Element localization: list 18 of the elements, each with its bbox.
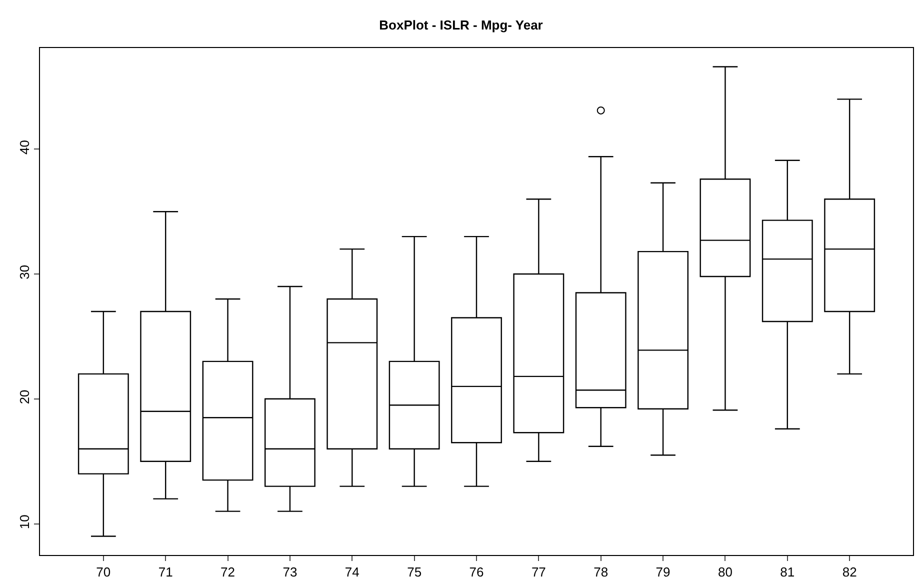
chart-title: BoxPlot - ISLR - Mpg- Year [379,18,543,33]
x-tick-label: 71 [158,564,173,580]
x-tick-label: 77 [531,564,546,580]
y-tick-label: 30 [16,264,32,280]
x-tick-label: 70 [96,564,111,580]
x-tick-label: 75 [407,564,422,580]
x-tick-label: 74 [344,564,360,580]
x-tick-label: 72 [220,564,236,580]
y-tick-label: 20 [16,390,32,404]
x-tick-label: 76 [469,564,484,580]
x-tick-label: 79 [656,564,670,580]
x-tick-label: 80 [718,564,732,580]
y-tick-label: 10 [16,514,32,530]
x-tick-label: 78 [594,564,608,580]
y-tick-label: 40 [16,140,32,154]
x-tick-label: 81 [780,564,795,580]
x-tick-label: 82 [842,564,857,580]
x-tick-label: 73 [282,564,298,580]
